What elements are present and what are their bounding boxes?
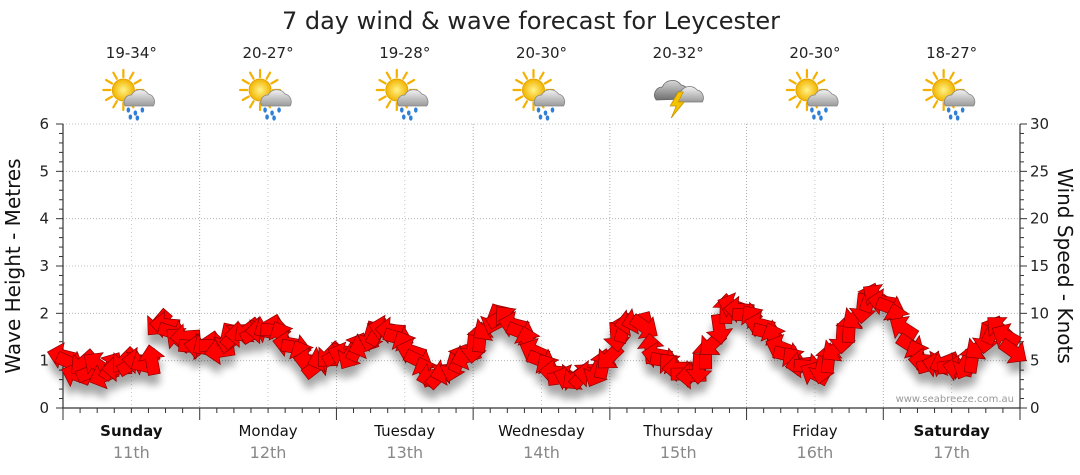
day-icons: 19-34° 20-27° 19-28° 20-30° 20-32° 20-30° 18-2… (102, 44, 977, 121)
temp-range-label: 20-27° (243, 44, 294, 62)
temp-range-label: 18-27° (926, 44, 977, 62)
x-tick-date: 16th (797, 443, 834, 462)
y-tick-left: 6 (39, 115, 49, 133)
y-tick-right: 0 (1030, 399, 1040, 417)
partly-cloudy-showers-icon (238, 68, 292, 121)
partly-cloudy-showers-icon (102, 68, 155, 121)
x-tick-date: 14th (523, 443, 560, 462)
storm-icon (654, 80, 704, 119)
y-tick-left: 5 (39, 162, 49, 180)
x-tick-date: 15th (660, 443, 697, 462)
watermark: www.seabreeze.com.au (896, 394, 1014, 405)
x-tick-day: Saturday (913, 422, 990, 440)
x-tick-day: Wednesday (498, 422, 585, 440)
plot-area: 0 1 2 3 4 5 6 0 5 10 15 20 25 30 Sunday 11th Monday 12th T… (39, 115, 1049, 462)
partly-cloudy-showers-icon (922, 68, 976, 121)
y-tick-right: 10 (1030, 304, 1049, 322)
y-tick-right: 30 (1030, 115, 1049, 133)
y-axis-left-label: Wave Height - Metres (1, 158, 25, 373)
x-tick-date: 13th (386, 443, 423, 462)
y-tick-left: 0 (39, 399, 49, 417)
partly-cloudy-showers-icon (512, 68, 566, 121)
wind-arrow (705, 313, 734, 345)
temp-range-label: 20-30° (516, 44, 567, 62)
x-tick-date: 17th (933, 443, 970, 462)
wind-arrow (991, 323, 1022, 349)
y-tick-right: 5 (1030, 352, 1040, 370)
x-tick-date: 11th (113, 443, 150, 462)
temp-range-label: 19-34° (106, 44, 157, 62)
wind-arrow (997, 337, 1027, 364)
y-axis-right-label: Wind Speed - Knots (1053, 168, 1077, 364)
y-tick-right: 25 (1030, 162, 1049, 180)
partly-cloudy-showers-icon (785, 68, 839, 121)
y-tick-left: 3 (39, 257, 49, 275)
x-tick-day: Tuesday (373, 422, 435, 440)
x-tick-day: Friday (792, 422, 838, 440)
y-tick-right: 20 (1030, 210, 1049, 228)
x-tick-day: Sunday (100, 422, 163, 440)
x-tick-date: 12th (250, 443, 287, 462)
x-tick-day: Thursday (642, 422, 713, 440)
x-tick-day: Monday (238, 422, 297, 440)
y-tick-left: 2 (39, 304, 49, 322)
wind-series (46, 282, 1027, 392)
wind-arrow (889, 315, 920, 342)
wind-arrow (137, 344, 166, 376)
temp-range-label: 20-32° (653, 44, 704, 62)
chart-title: 7 day wind & wave forecast for Leycester (282, 7, 780, 35)
partly-cloudy-showers-icon (375, 68, 429, 121)
temp-range-label: 20-30° (789, 44, 840, 62)
y-tick-left: 1 (39, 352, 49, 370)
y-tick-right: 15 (1030, 257, 1049, 275)
temp-range-label: 19-28° (379, 44, 430, 62)
y-tick-left: 4 (39, 210, 49, 228)
